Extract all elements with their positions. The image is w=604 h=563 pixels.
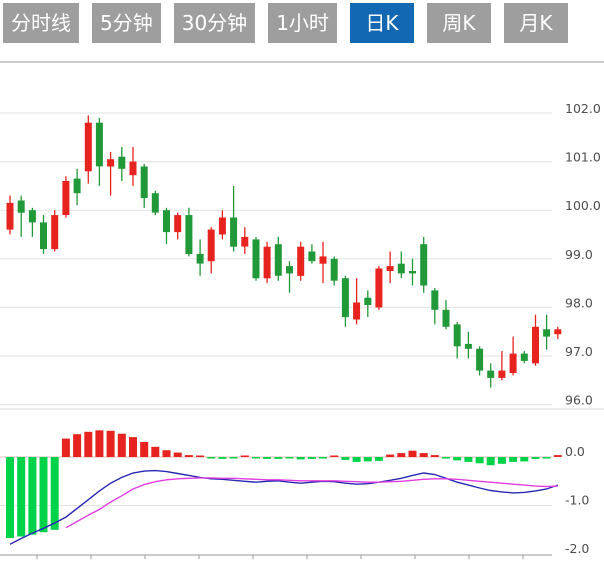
macd-axis-labels: 0.0 -1.0 -2.0 xyxy=(565,444,589,556)
svg-text:102.0: 102.0 xyxy=(565,101,601,116)
macd-histogram xyxy=(6,430,562,538)
tab-daily-k[interactable]: 日K xyxy=(349,3,414,43)
svg-text:0.0: 0.0 xyxy=(565,444,585,459)
svg-text:97.0: 97.0 xyxy=(565,344,593,359)
tab-5min[interactable]: 5分钟 xyxy=(92,3,161,43)
svg-text:-2.0: -2.0 xyxy=(565,541,589,556)
svg-text:100.0: 100.0 xyxy=(565,198,601,213)
svg-text:-1.0: -1.0 xyxy=(565,493,589,508)
svg-text:99.0: 99.0 xyxy=(565,247,593,262)
svg-text:96.0: 96.0 xyxy=(565,393,593,408)
tab-weekly-k[interactable]: 周K xyxy=(426,3,491,43)
chart-period-tabbar: 分时线 5分钟 30分钟 1小时 日K 周K 月K xyxy=(3,3,568,43)
price-axis-labels: 102.0 101.0 100.0 99.0 98.0 97.0 96.0 xyxy=(565,101,601,408)
tab-timeline[interactable]: 分时线 xyxy=(3,3,79,43)
panel-borders xyxy=(0,61,604,410)
tab-1hour[interactable]: 1小时 xyxy=(268,3,337,43)
tab-monthly-k[interactable]: 月K xyxy=(503,3,568,43)
macd-dif-line xyxy=(9,469,559,545)
candlestick-series xyxy=(6,115,562,388)
svg-text:98.0: 98.0 xyxy=(565,295,593,310)
time-axis xyxy=(0,554,552,559)
macd-dea-line xyxy=(65,477,558,529)
tab-30min[interactable]: 30分钟 xyxy=(173,3,256,43)
svg-text:101.0: 101.0 xyxy=(565,150,601,165)
